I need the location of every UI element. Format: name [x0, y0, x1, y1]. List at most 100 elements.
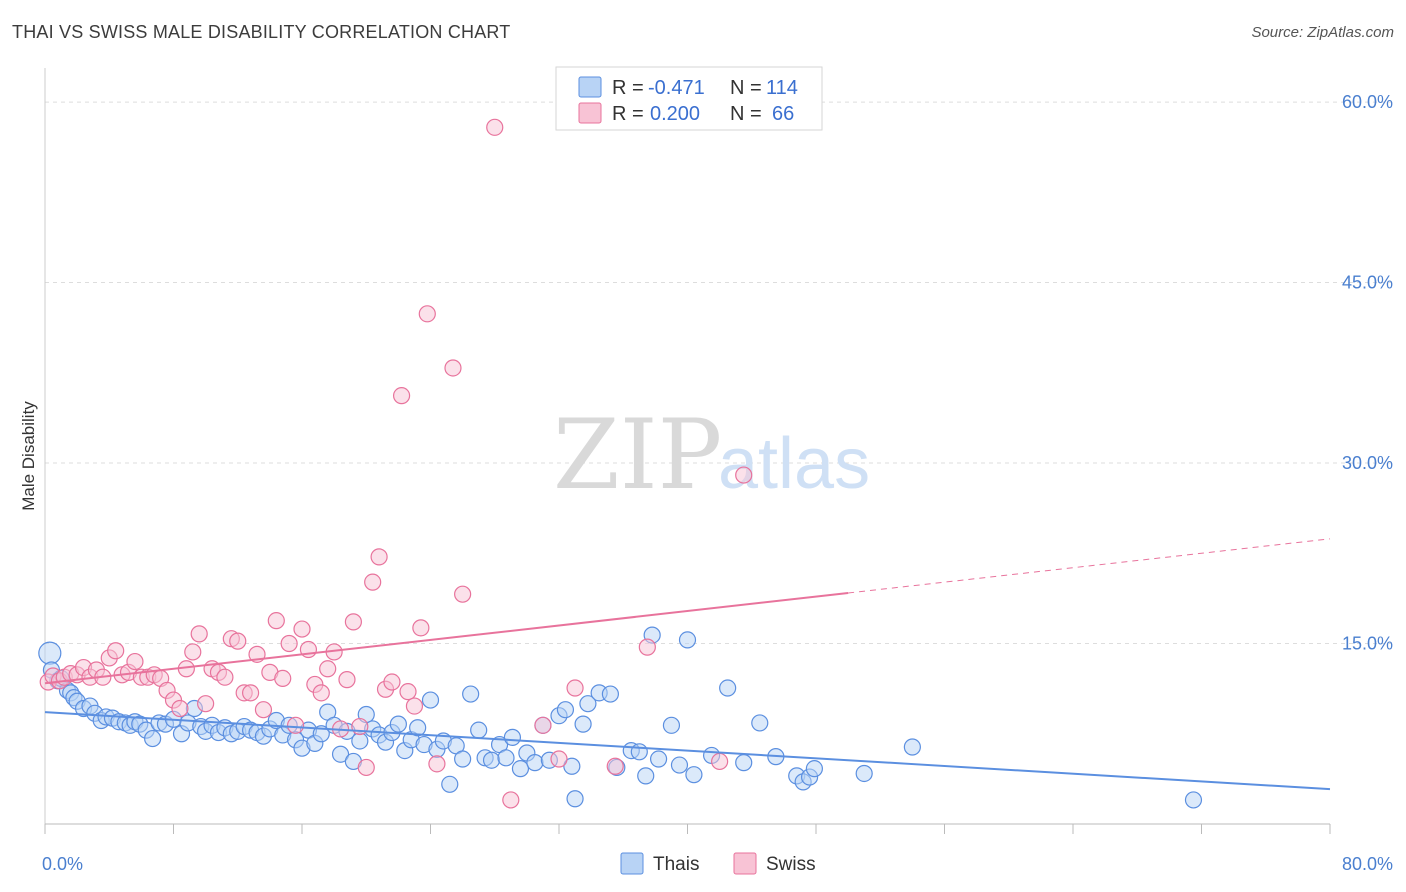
swiss-point	[171, 699, 189, 718]
swiss-point	[444, 359, 462, 377]
swiss-point	[216, 668, 234, 686]
swiss-point	[312, 684, 330, 702]
swiss-point	[392, 387, 411, 405]
thai-point	[511, 760, 530, 778]
swiss-point	[412, 619, 430, 637]
thai-point	[1184, 791, 1203, 809]
y-tick-label-0: 15.0%	[1342, 634, 1393, 654]
swiss-point	[566, 679, 584, 697]
legend-swiss-r-label: R =	[612, 103, 644, 125]
thai-point	[421, 691, 440, 709]
thai-point	[735, 754, 753, 772]
thai-point	[670, 756, 689, 774]
x-tick-label-0: 0.0%	[42, 854, 83, 874]
thai-point	[566, 790, 584, 808]
thai-point	[503, 728, 522, 746]
swiss-point	[190, 625, 208, 643]
legend-swiss-n-value: 66	[772, 103, 794, 125]
swiss-point	[638, 638, 656, 656]
swiss-point	[606, 757, 624, 775]
thai-point	[351, 732, 369, 750]
y-tick-label-2: 45.0%	[1342, 273, 1393, 293]
axes	[44, 68, 1331, 834]
swiss-point	[364, 573, 382, 591]
swiss-point	[418, 305, 436, 323]
legend-swiss-n-label: N =	[730, 103, 762, 125]
bottom-legend-thai-label: Thais	[653, 854, 699, 875]
swiss-point	[274, 669, 292, 688]
watermark-zip: ZIP	[553, 399, 722, 511]
swiss-point	[267, 612, 285, 630]
swiss-point	[428, 755, 446, 773]
thai-point	[630, 743, 648, 761]
swiss-point	[370, 548, 388, 566]
swiss-point	[197, 695, 215, 713]
thai-point	[470, 721, 488, 739]
swiss-point	[405, 697, 424, 715]
swiss-trend-line	[44, 591, 849, 685]
swiss-point	[383, 673, 401, 691]
thai-point	[649, 750, 668, 768]
legend-box: R = -0.471 N = 114 R = 0.200 N = 66	[555, 66, 823, 131]
swiss-point	[357, 758, 375, 777]
legend-thai-n-label: N =	[730, 77, 762, 99]
chart-source: Source: ZipAtlas.com	[1251, 24, 1394, 41]
swiss-point	[184, 643, 202, 661]
swiss-point	[338, 671, 356, 689]
thai-point	[556, 701, 575, 719]
thai-point	[389, 715, 407, 733]
thai-point	[662, 716, 681, 734]
thai-point	[678, 631, 697, 649]
x-tick-label-1: 80.0%	[1342, 854, 1393, 874]
thai-point	[144, 729, 162, 748]
bottom-legend-thai-swatch	[620, 852, 644, 875]
swiss-point	[254, 701, 273, 719]
y-axis-label: Male Disability	[19, 401, 38, 511]
thai-point	[441, 775, 459, 793]
swiss-point	[229, 632, 247, 650]
y-tick-label-1: 30.0%	[1342, 453, 1393, 473]
swiss-point	[454, 585, 472, 603]
thai-point	[751, 714, 769, 732]
thai-point	[685, 766, 703, 784]
thai-point	[601, 685, 620, 703]
watermark-atlas: atlas	[718, 424, 870, 504]
legend-thai-r-value: -0.471	[648, 77, 705, 99]
series-thais-points	[38, 626, 1203, 809]
thai-point	[38, 641, 62, 665]
trend-lines	[44, 538, 1331, 791]
swiss-point	[280, 634, 298, 653]
thai-point	[409, 719, 427, 737]
swiss-point	[344, 613, 362, 631]
thai-point	[482, 751, 501, 769]
swiss-point	[286, 716, 305, 734]
bottom-legend-swiss-swatch	[733, 852, 757, 875]
swiss-point	[107, 642, 125, 660]
thai-point	[719, 679, 737, 697]
thai-point	[563, 757, 581, 775]
legend-swiss-r-value: 0.200	[650, 103, 700, 125]
swiss-point	[735, 466, 753, 484]
swiss-point	[486, 118, 504, 136]
swiss-point	[242, 684, 260, 702]
chart-title: THAI VS SWISS MALE DISABILITY CORRELATIO…	[12, 22, 511, 42]
swiss-point	[293, 620, 311, 638]
thai-point	[331, 745, 350, 763]
bottom-legend-swiss-label: Swiss	[766, 854, 816, 875]
legend-thai-r-label: R =	[612, 77, 644, 99]
thai-point	[903, 738, 921, 756]
swiss-point	[502, 791, 520, 809]
thai-point	[462, 685, 480, 703]
thai-point	[526, 754, 544, 772]
grid-lines	[45, 101, 1392, 645]
y-tick-label-3: 60.0%	[1342, 92, 1393, 112]
legend-swiss-swatch	[578, 102, 602, 124]
thai-point	[454, 750, 472, 768]
watermark: ZIP atlas	[553, 399, 870, 511]
bottom-legend: Thais Swiss	[620, 852, 816, 875]
thai-point	[579, 695, 597, 713]
swiss-point	[399, 683, 417, 701]
swiss-point	[126, 652, 144, 671]
legend-thai-n-value: 114	[766, 77, 798, 99]
swiss-point	[711, 752, 729, 771]
